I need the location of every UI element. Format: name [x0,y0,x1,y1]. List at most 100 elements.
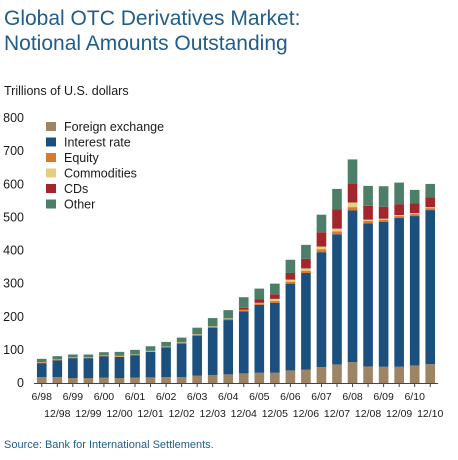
y-axis: 0 100 200 300 400 500 600 700 800 [3,111,24,390]
bar-segment [192,334,202,336]
bar-segment [425,197,436,208]
bar-segment [145,351,156,378]
bar-segment [83,357,94,359]
x-tick-label: 6/99 [63,391,84,403]
bar-segment [130,354,140,356]
bar-segment [36,377,47,383]
bar-segment [332,231,342,235]
bar-segment [347,159,358,184]
bar-segment [83,358,94,379]
bar-segment [238,373,249,383]
legend-swatch [46,184,56,193]
bar-segment [68,357,78,359]
bar-segment [301,268,311,271]
bar-segment [363,219,373,222]
y-tick-label: 300 [3,277,24,291]
bar-segment [83,354,94,358]
bar-segment [394,218,404,367]
bar-segment [285,279,296,282]
legend-swatch [46,199,56,209]
x-tick-label: 12/00 [106,408,132,420]
bar-segment [378,366,389,383]
bar-segment [145,346,156,351]
bar-segment [223,318,234,321]
y-tick-label: 700 [3,144,24,158]
chart-title-line-1: Global OTC Derivatives Market: [4,7,301,30]
bar-segment [68,354,78,358]
bar-segment [254,303,265,305]
bar-segment [316,232,327,247]
x-tick-label: 12/10 [417,408,443,420]
x-tick-label: 12/99 [75,408,101,420]
x-tick-label: 6/05 [249,391,270,403]
source-note: Source: Bank for International Settlemen… [4,439,214,451]
y-axis-unit-label: Trillions of U.S. dollars [4,84,129,98]
bar-segment [301,273,311,370]
bar-segment [316,249,327,253]
x-tick-label: 6/09 [373,391,394,403]
bar-segment [394,216,404,219]
bar-segment [52,360,63,378]
bar-segment [285,370,296,383]
bar-segment [394,215,404,217]
bar-segment [409,203,420,214]
bar-segment [332,188,342,210]
bar-segment [83,378,94,383]
bar-segment [316,367,327,383]
bar-segment [394,182,404,205]
bar-segment [207,318,218,327]
bar-segment [363,223,373,367]
bar-segment [425,210,436,365]
bar-segment [52,377,63,383]
bar-segment [176,377,187,383]
legend-swatch [46,153,56,162]
bar-segment [223,320,234,375]
bar-segment [378,218,389,220]
bar-segment [238,297,249,308]
bar-segment [409,365,420,383]
x-tick-label: 12/01 [137,408,163,420]
bar-segment [130,377,140,383]
bar-segment [347,362,358,383]
bar-segment [363,366,373,383]
bar-segment [223,374,234,383]
bar-segment [114,378,125,383]
bar-segment [332,209,342,229]
bar-segment [36,358,47,363]
bar-segment [254,299,265,303]
bar-segment [270,302,280,373]
legend-swatch [46,168,56,178]
bar-segment [332,228,342,232]
bar-segment [425,364,436,383]
y-tick-label: 800 [3,111,24,125]
bar-segment [192,375,202,383]
bar-segment [409,216,420,366]
x-tick-label: 12/07 [324,408,350,420]
bar-segment [285,259,296,274]
legend-label: Interest rate [64,136,131,150]
x-tick-label: 6/06 [280,391,301,403]
bar-segment [52,356,63,360]
bar-segment [114,356,125,357]
bar-segment [332,364,342,383]
bar-segment [176,337,187,343]
legend-label: Commodities [64,167,137,181]
bar-segment [52,359,63,361]
bar-segment [161,346,171,348]
x-tick-label: 12/05 [262,408,288,420]
bar-segment [161,341,171,347]
bar-segment [99,356,109,378]
legend-label: Foreign exchange [64,120,164,134]
bar-segment [36,362,47,364]
bar-segment [68,358,78,379]
bar-segment [130,355,140,378]
bar-segment [347,183,358,203]
bar-segment [347,210,358,363]
x-tick-label: 6/02 [156,391,177,403]
bar-segment [425,207,436,209]
bar-segment [99,377,109,383]
bar-segment [363,205,373,220]
bar-segment [316,246,327,250]
bar-segment [176,343,187,378]
bar-segment [130,349,140,355]
